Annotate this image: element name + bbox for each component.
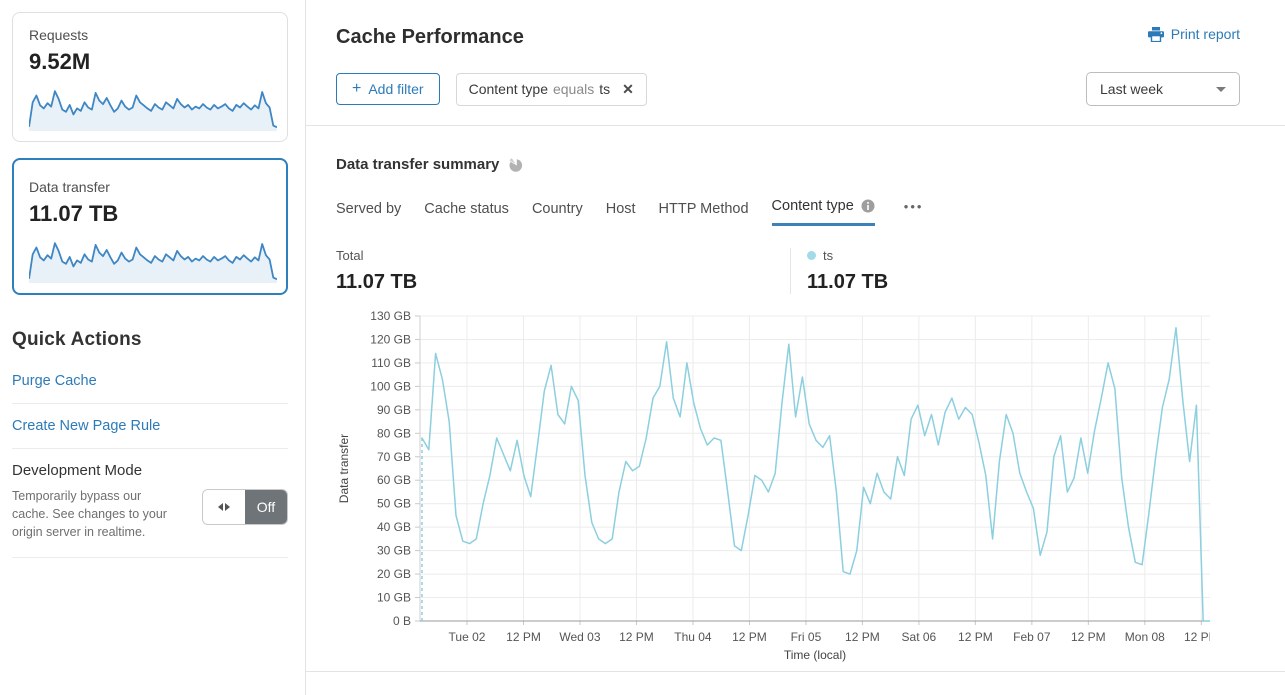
series-ts-label: ts (823, 248, 834, 263)
svg-text:0 B: 0 B (393, 614, 411, 628)
main-panel: Cache Performance Print report + Add fil… (306, 0, 1285, 695)
printer-icon (1147, 26, 1164, 42)
data-transfer-card-value: 11.07 TB (29, 201, 119, 226)
info-icon[interactable] (861, 199, 875, 213)
total-label: Total (336, 248, 364, 263)
svg-text:12 PM: 12 PM (506, 630, 541, 644)
development-mode-title: Development Mode (12, 462, 143, 479)
chart-bottom-divider (306, 671, 1285, 672)
svg-text:Tue 02: Tue 02 (449, 630, 486, 644)
totals-divider (790, 248, 791, 294)
svg-text:12 PM: 12 PM (1184, 630, 1210, 644)
svg-text:10 GB: 10 GB (377, 591, 411, 605)
tab-http-method[interactable]: HTTP Method (658, 201, 749, 217)
svg-text:12 PM: 12 PM (958, 630, 993, 644)
series-ts-dot (807, 251, 816, 260)
quick-actions-title: Quick Actions (12, 329, 142, 350)
chevron-down-icon (1216, 86, 1226, 92)
dimension-tabs: Served by Cache status Country Host HTTP… (336, 198, 1240, 226)
svg-text:12 PM: 12 PM (845, 630, 880, 644)
header-divider (306, 125, 1285, 126)
svg-text:130 GB: 130 GB (370, 309, 411, 323)
tab-served-by[interactable]: Served by (336, 201, 402, 217)
chip-field: Content type (468, 81, 548, 97)
print-report-label: Print report (1170, 26, 1240, 42)
tab-host[interactable]: Host (605, 201, 636, 217)
development-mode-section: Development Mode Temporarily bypass our … (12, 449, 288, 559)
tab-cache-status[interactable]: Cache status (424, 201, 509, 217)
svg-text:Mon 08: Mon 08 (1125, 630, 1165, 644)
svg-text:12 PM: 12 PM (1071, 630, 1106, 644)
svg-text:Wed 03: Wed 03 (559, 630, 600, 644)
svg-text:110 GB: 110 GB (371, 356, 411, 370)
create-page-rule-link[interactable]: Create New Page Rule (12, 418, 161, 434)
development-mode-toggle[interactable]: Off (202, 489, 288, 525)
toggle-state-label: Off (245, 490, 287, 524)
svg-text:80 GB: 80 GB (377, 426, 411, 440)
more-tabs-button[interactable]: ••• (903, 199, 924, 214)
page-title: Cache Performance (336, 26, 524, 48)
quick-actions-section: Quick Actions Purge Cache Create New Pag… (12, 329, 288, 559)
chip-value: ts (599, 81, 611, 97)
svg-text:Sat 06: Sat 06 (902, 630, 937, 644)
data-transfer-card-label: Data transfer (29, 179, 110, 195)
purge-cache-link[interactable]: Purge Cache (12, 373, 97, 389)
svg-text:60 GB: 60 GB (377, 473, 411, 487)
requests-sparkline (29, 90, 277, 131)
total-value: 11.07 TB (336, 271, 418, 293)
tab-content-type[interactable]: Content type (771, 198, 875, 226)
svg-text:Fri 05: Fri 05 (791, 630, 822, 644)
svg-text:90 GB: 90 GB (377, 403, 411, 417)
plus-icon: + (352, 80, 362, 97)
data-transfer-chart: 0 B 10 GB 20 GB 30 GB 40 GB 50 GB 60 GB 70 GB 80… (337, 309, 1219, 662)
svg-text:Time (local): Time (local) (784, 648, 846, 662)
tab-country[interactable]: Country (531, 201, 583, 217)
summary-section-title: Data transfer summary (336, 156, 500, 173)
svg-text:70 GB: 70 GB (377, 450, 411, 464)
time-range-select[interactable]: Last week (1086, 72, 1240, 106)
chip-close-icon[interactable]: ✕ (622, 80, 634, 97)
filter-chip-content-type[interactable]: Content type equals ts ✕ (455, 72, 647, 106)
svg-text:12 PM: 12 PM (732, 630, 767, 644)
toggle-arrows-icon (203, 490, 245, 524)
add-filter-button[interactable]: + Add filter (336, 73, 440, 105)
svg-text:30 GB: 30 GB (377, 544, 411, 558)
print-report-button[interactable]: Print report (1147, 26, 1240, 42)
series-ts-value: 11.07 TB (807, 271, 889, 293)
data-transfer-sparkline (29, 242, 277, 283)
requests-metric-card[interactable]: Requests 9.52M (12, 12, 288, 142)
svg-text:40 GB: 40 GB (377, 520, 411, 534)
svg-text:50 GB: 50 GB (377, 497, 411, 511)
add-filter-label: Add filter (368, 81, 424, 97)
chip-operator: equals (552, 81, 595, 97)
svg-text:12 PM: 12 PM (619, 630, 654, 644)
sidebar: Requests 9.52M Data transfer 11.07 TB Qu… (0, 0, 306, 695)
svg-text:Thu 04: Thu 04 (674, 630, 712, 644)
svg-text:Data transfer: Data transfer (337, 434, 351, 503)
pie-chart-icon (509, 157, 523, 172)
requests-card-value: 9.52M (29, 49, 91, 74)
development-mode-description: Temporarily bypass our cache. See change… (12, 489, 167, 540)
requests-card-label: Requests (29, 27, 89, 43)
data-transfer-metric-card[interactable]: Data transfer 11.07 TB (12, 158, 288, 295)
svg-text:100 GB: 100 GB (370, 379, 411, 393)
svg-text:20 GB: 20 GB (377, 567, 411, 581)
svg-text:Feb 07: Feb 07 (1013, 630, 1051, 644)
time-range-value: Last week (1100, 81, 1164, 97)
svg-text:120 GB: 120 GB (370, 332, 411, 346)
